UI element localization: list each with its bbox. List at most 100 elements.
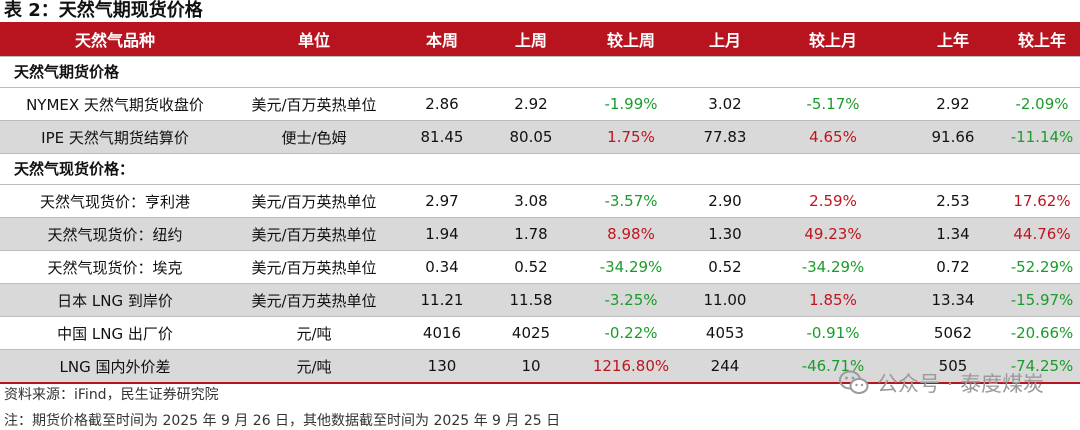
header-mom: 较上月 [808, 31, 857, 50]
cell-wow: -0.22% [604, 324, 658, 342]
table-row: LNG 国内外价差 元/吨 130 10 1216.80% 244 -46.71% 505 -7… [0, 349, 1080, 384]
cell-last-month: 0.52 [708, 258, 742, 276]
table-row: IPE 天然气期货结算价 便士/色姆 81.45 80.05 1.75% 77.83 4.6… [0, 120, 1080, 153]
footnote: 注：期货价格截至时间为 2025 年 9 月 26 日，其他数据截至时间为 20… [4, 413, 561, 429]
price-table: 天然气品种 单位 本周 上周 较上周 上月 较上月 上年 较上年 天然气期货价格… [0, 22, 1080, 384]
cell-this-week: 0.34 [425, 258, 459, 276]
section-label: 天然气期货价格 [0, 56, 1080, 87]
cell-this-week: 2.86 [425, 95, 459, 113]
header-last-year: 上年 [936, 31, 969, 50]
table-row: NYMEX 天然气期货收盘价 美元/百万英热单位 2.86 2.92 -1.99% 3.0… [0, 87, 1080, 120]
cell-yoy: -2.09% [1015, 95, 1069, 113]
cell-yoy: -74.25% [1010, 357, 1074, 375]
table-row: 天然气现货价：纽约 美元/百万英热单位 1.94 1.78 8.98% 1.30 49.23… [0, 217, 1080, 250]
cell-wow: 8.98% [607, 225, 655, 243]
cell-mom: -46.71% [801, 357, 865, 375]
cell-last-month: 77.83 [703, 128, 747, 146]
cell-last-week: 80.05 [509, 128, 553, 146]
header-wow: 较上周 [606, 31, 655, 50]
header-variety: 天然气品种 [74, 31, 155, 50]
cell-last-year: 2.53 [936, 192, 970, 210]
table-row: 天然气现货价：亨利港 美元/百万英热单位 2.97 3.08 -3.57% 2.90 2.5… [0, 184, 1080, 217]
cell-last-week: 11.58 [509, 291, 553, 309]
cell-wow: 1.75% [607, 128, 655, 146]
table-row: 天然气现货价：埃克 美元/百万英热单位 0.34 0.52 -34.29% 0.52 -34… [0, 250, 1080, 283]
cell-mom: 2.59% [809, 192, 857, 210]
cell-mom: 1.85% [809, 291, 857, 309]
table-title: 表 2：天然气期现货价格 [4, 0, 203, 21]
cell-unit: 美元/百万英热单位 [251, 192, 377, 211]
cell-yoy: -20.66% [1010, 324, 1074, 342]
cell-last-month: 11.00 [703, 291, 747, 309]
cell-wow: -34.29% [599, 258, 663, 276]
cell-last-year: 505 [938, 357, 968, 375]
table-row: 日本 LNG 到岸价 美元/百万英热单位 11.21 11.58 -3.25% 11.00… [0, 283, 1080, 316]
cell-last-month: 1.30 [708, 225, 742, 243]
cell-unit: 便士/色姆 [281, 128, 347, 147]
cell-last-week: 10 [521, 357, 541, 375]
table-header: 天然气品种 单位 本周 上周 较上周 上月 较上月 上年 较上年 [0, 22, 1080, 56]
cell-last-year: 2.92 [936, 95, 970, 113]
cell-mom: -5.17% [806, 95, 860, 113]
cell-last-year: 5062 [933, 324, 973, 342]
watermark: 公众号 · 泰度煤炭 [838, 368, 1044, 398]
cell-yoy: -15.97% [1010, 291, 1074, 309]
cell-this-week: 81.45 [420, 128, 464, 146]
cell-this-week: 130 [427, 357, 457, 375]
cell-last-week: 2.92 [514, 95, 548, 113]
cell-mom: -0.91% [806, 324, 860, 342]
cell-mom: -34.29% [801, 258, 865, 276]
cell-name: 天然气现货价：埃克 [47, 258, 183, 277]
cell-this-week: 4016 [422, 324, 462, 342]
header-yoy: 较上年 [1017, 31, 1066, 50]
section-label: 天然气现货价格： [0, 153, 1080, 184]
cell-mom: 4.65% [809, 128, 857, 146]
cell-last-year: 0.72 [936, 258, 970, 276]
cell-last-year: 91.66 [931, 128, 975, 146]
cell-last-year: 1.34 [936, 225, 970, 243]
cell-unit: 元/吨 [296, 357, 332, 376]
cell-unit: 美元/百万英热单位 [251, 258, 377, 277]
cell-this-week: 1.94 [425, 225, 459, 243]
cell-name: 日本 LNG 到岸价 [57, 291, 173, 310]
cell-yoy: -11.14% [1010, 128, 1074, 146]
cell-wow: -3.57% [604, 192, 658, 210]
cell-mom: 49.23% [804, 225, 862, 243]
cell-name: 天然气现货价：亨利港 [39, 192, 190, 211]
source-note: 资料来源：iFind，民生证券研究院 [4, 387, 219, 403]
cell-this-week: 2.97 [425, 192, 459, 210]
cell-last-week: 3.08 [514, 192, 548, 210]
table-row: 中国 LNG 出厂价 元/吨 4016 4025 -0.22% 4053 -0.91% 506… [0, 316, 1080, 349]
cell-last-month: 244 [710, 357, 740, 375]
wechat-icon [838, 370, 869, 396]
header-this-week: 本周 [425, 31, 458, 50]
cell-unit: 美元/百万英热单位 [251, 291, 377, 310]
cell-yoy: -52.29% [1010, 258, 1074, 276]
cell-wow: 1216.80% [592, 357, 670, 375]
cell-last-month: 4053 [705, 324, 745, 342]
cell-this-week: 11.21 [420, 291, 464, 309]
cell-wow: -1.99% [604, 95, 658, 113]
cell-last-month: 2.90 [708, 192, 742, 210]
cell-unit: 美元/百万英热单位 [251, 225, 377, 244]
cell-last-week: 0.52 [514, 258, 548, 276]
header-last-week: 上周 [514, 31, 547, 50]
watermark-text: 公众号 · 泰度煤炭 [876, 372, 1044, 396]
header-unit: 单位 [297, 31, 330, 50]
table-body: 天然气期货价格 NYMEX 天然气期货收盘价 美元/百万英热单位 2.86 2.92 -1… [0, 56, 1080, 384]
cell-unit: 元/吨 [296, 324, 332, 343]
cell-last-year: 13.34 [931, 291, 975, 309]
cell-yoy: 17.62% [1013, 192, 1071, 210]
cell-unit: 美元/百万英热单位 [251, 95, 377, 114]
cell-name: IPE 天然气期货结算价 [41, 128, 189, 147]
cell-name: NYMEX 天然气期货收盘价 [26, 95, 204, 114]
cell-name: LNG 国内外价差 [59, 357, 171, 376]
cell-name: 中国 LNG 出厂价 [57, 324, 173, 343]
cell-yoy: 44.76% [1013, 225, 1071, 243]
cell-last-month: 3.02 [708, 95, 742, 113]
cell-name: 天然气现货价：纽约 [47, 225, 183, 244]
cell-wow: -3.25% [604, 291, 658, 309]
cell-last-week: 1.78 [514, 225, 548, 243]
header-last-month: 上月 [708, 31, 741, 50]
cell-last-week: 4025 [511, 324, 551, 342]
